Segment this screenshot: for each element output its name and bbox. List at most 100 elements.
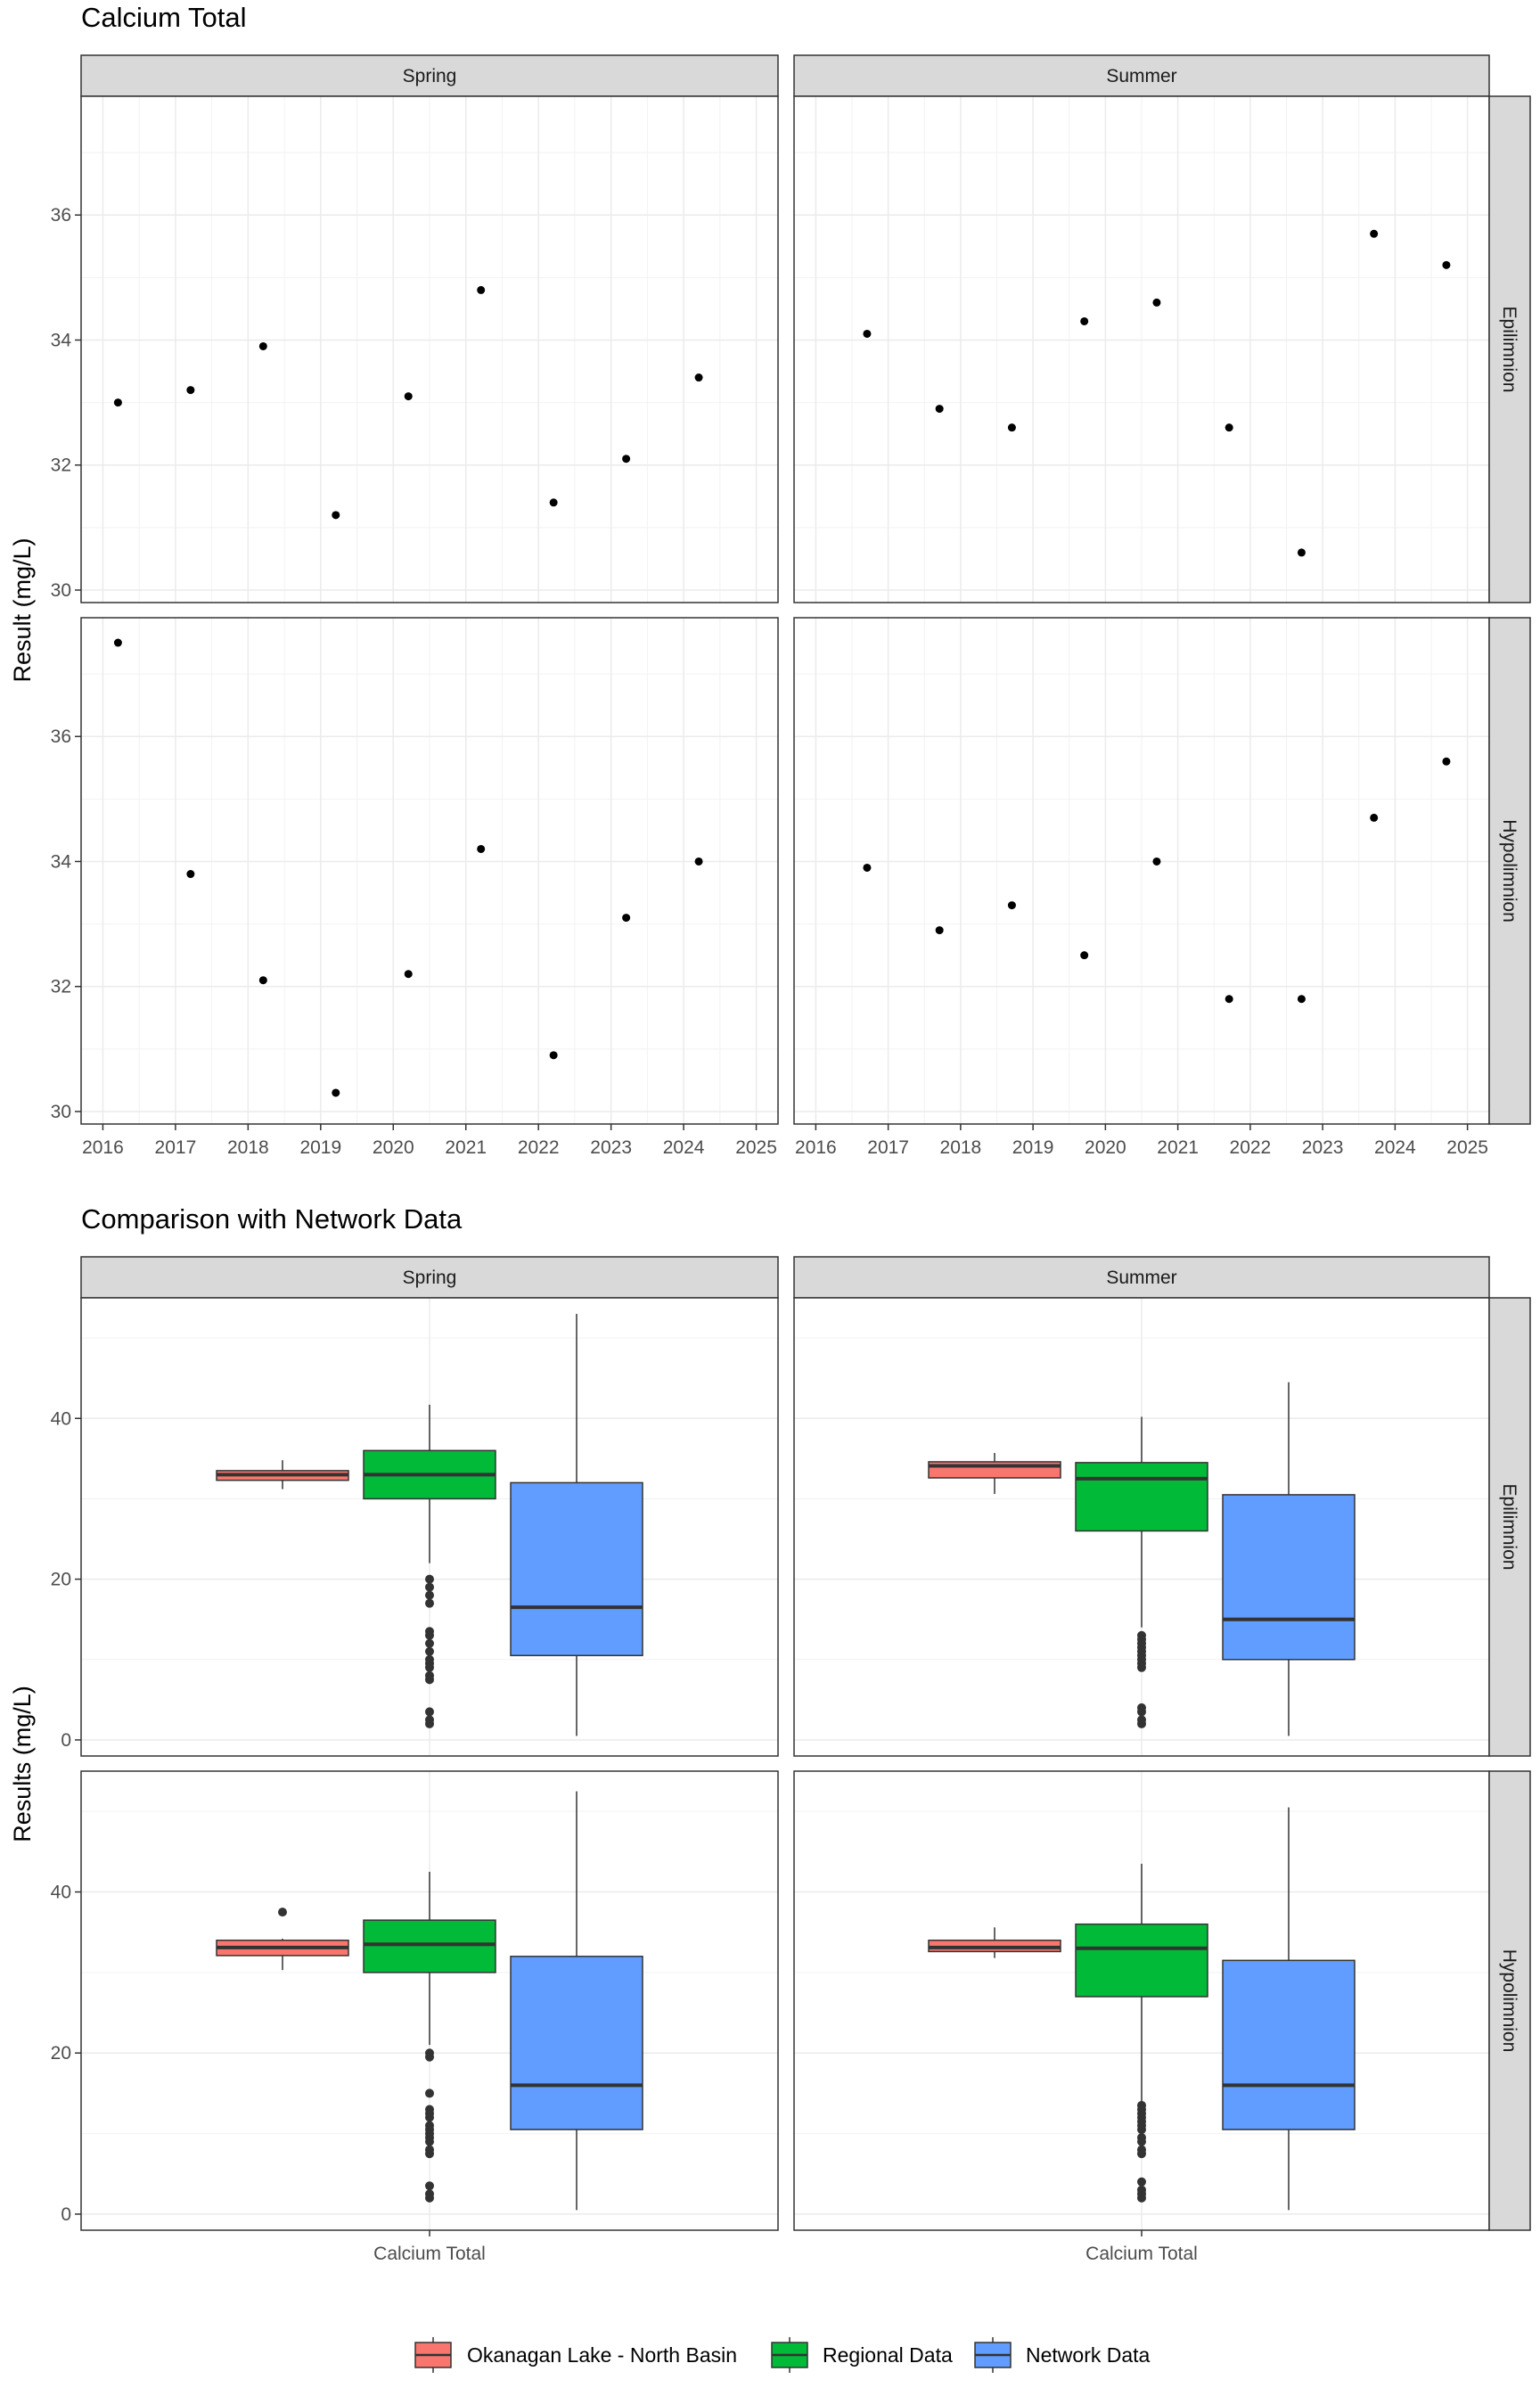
facet-label-summer-strip — [793, 54, 1490, 97]
outlier-point — [1137, 2193, 1146, 2203]
x-tick-label: 2021 — [1157, 1137, 1199, 1158]
scatter-panel-spring-epilimnion-border — [80, 95, 779, 603]
box-network-body — [510, 1481, 643, 1657]
x-tick-label: 2022 — [1230, 1137, 1272, 1158]
data-point — [1225, 995, 1233, 1004]
facet-label-epilimnion-strip — [1488, 95, 1531, 603]
y-tick-label: 36 — [51, 205, 71, 226]
x-tick-label: 2020 — [373, 1137, 414, 1158]
box-panel-spring-epilimnion-border — [80, 1297, 779, 1757]
x-tick-label: 2024 — [1374, 1137, 1416, 1158]
data-point — [477, 844, 486, 853]
outlier-point — [425, 1590, 434, 1600]
outlier-point — [425, 1675, 434, 1685]
x-category-label: Calcium Total — [373, 2244, 486, 2264]
outlier-point — [425, 2149, 434, 2159]
scatter-panel-spring-hypolimnion-border — [80, 617, 779, 1125]
data-point — [1370, 813, 1379, 822]
data-point — [694, 373, 703, 382]
x-tick-label: 2025 — [735, 1137, 777, 1158]
x-tick-label: 2023 — [590, 1137, 632, 1158]
x-tick-label: 2016 — [795, 1137, 837, 1158]
outlier-point — [1137, 2177, 1146, 2187]
x-tick-label: 2024 — [663, 1137, 705, 1158]
facet-label-hypolimnion: Hypolimnion — [1499, 1949, 1520, 2053]
x-tick-label: 2018 — [227, 1137, 269, 1158]
outlier-point — [425, 2193, 434, 2203]
facet-label-epilimnion: Epilimnion — [1499, 307, 1520, 393]
data-point — [1080, 316, 1089, 325]
x-tick-label: 2023 — [1302, 1137, 1344, 1158]
outlier-point — [1137, 1719, 1146, 1728]
facet-label-spring: Spring — [403, 66, 457, 86]
box-network-body — [1222, 1494, 1356, 1661]
facet-label-spring-strip — [80, 1256, 779, 1299]
data-point — [1080, 951, 1089, 960]
y-tick-label: 30 — [51, 580, 71, 601]
outlier-point — [1137, 2149, 1146, 2159]
data-point — [863, 863, 872, 872]
x-tick-label: 2019 — [1012, 1137, 1054, 1158]
facet-label-summer: Summer — [1106, 66, 1176, 86]
outlier-point — [425, 1598, 434, 1608]
outlier-point — [1137, 1662, 1146, 1672]
data-point — [1152, 857, 1161, 866]
outlier-point — [425, 2088, 434, 2098]
outlier-point — [425, 1707, 434, 1717]
x-tick-label: 2025 — [1446, 1137, 1488, 1158]
data-point — [549, 1051, 558, 1060]
data-point — [186, 870, 195, 879]
legend-label-regional: Regional Data — [823, 2343, 953, 2367]
y-tick-label: 40 — [51, 1883, 71, 1903]
y-tick-label: 32 — [51, 455, 71, 476]
y-tick-label: 0 — [61, 1730, 71, 1751]
legend-label-network: Network Data — [1026, 2343, 1151, 2367]
data-point — [1007, 901, 1016, 910]
y-tick-label: 34 — [51, 851, 72, 872]
x-tick-label: 2017 — [867, 1137, 909, 1158]
data-point — [113, 398, 122, 407]
outlier-point — [1137, 2125, 1146, 2135]
outlier-point — [425, 1646, 434, 1656]
facet-label-epilimnion: Epilimnion — [1499, 1484, 1520, 1571]
box-regional-body — [363, 1919, 496, 1973]
chart2-title: Comparison with Network Data — [81, 1203, 463, 1235]
data-point — [1297, 548, 1306, 557]
outlier-point — [1137, 2137, 1146, 2146]
data-point — [404, 970, 413, 979]
outlier-point — [425, 2137, 434, 2146]
data-point — [622, 455, 631, 464]
x-tick-label: 2021 — [445, 1137, 487, 1158]
chart1-title: Calcium Total — [81, 2, 247, 33]
y-tick-label: 30 — [51, 1102, 71, 1122]
outlier-point — [1137, 1707, 1146, 1717]
data-point — [549, 498, 558, 507]
y-tick-label: 34 — [51, 330, 72, 350]
outlier-point — [425, 1662, 434, 1672]
y-tick-label: 0 — [61, 2204, 71, 2225]
outlier-point — [425, 2113, 434, 2122]
x-category-label: Calcium Total — [1085, 2244, 1198, 2264]
outlier-point — [425, 1574, 434, 1584]
box-regional-body — [1075, 1462, 1208, 1532]
outlier-point — [425, 1638, 434, 1648]
data-point — [404, 392, 413, 401]
facet-label-hypolimnion: Hypolimnion — [1499, 819, 1520, 923]
outlier-point — [425, 2181, 434, 2191]
box-network-body — [1222, 1959, 1356, 2130]
x-tick-label: 2019 — [299, 1137, 341, 1158]
data-point — [935, 405, 944, 414]
x-tick-label: 2016 — [82, 1137, 124, 1158]
chart1-y-axis-title: Result (mg/L) — [9, 537, 36, 682]
data-point — [186, 386, 195, 395]
outlier-point — [425, 1719, 434, 1728]
facet-label-hypolimnion-strip — [1488, 617, 1531, 1125]
outlier-point — [425, 2052, 434, 2062]
data-point — [1370, 229, 1379, 238]
y-tick-label: 32 — [51, 977, 71, 997]
data-point — [1442, 260, 1451, 269]
data-point — [477, 285, 486, 294]
data-point — [1007, 423, 1016, 432]
data-point — [332, 1088, 340, 1097]
